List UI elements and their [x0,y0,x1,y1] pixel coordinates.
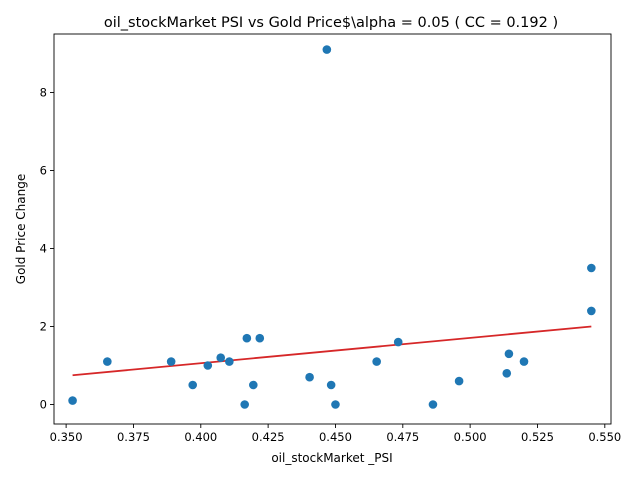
data-point [322,45,332,54]
y-tick-label: 4 [40,242,47,256]
x-tick-label: 0.525 [521,430,554,444]
y-tick-label: 8 [40,86,47,100]
data-point [103,357,112,366]
x-tick-label: 0.475 [386,430,419,444]
data-point [305,372,314,382]
data-point [225,357,234,366]
x-tick-label: 0.425 [252,430,285,444]
x-tick-label: 0.500 [454,430,487,444]
y-tick-label: 6 [40,164,47,178]
points-layer [68,45,596,409]
x-tick-label: 0.550 [588,430,621,444]
data-point [68,396,77,405]
data-point [428,400,438,409]
data-point [240,400,249,409]
regression-line [72,325,592,377]
ticks-layer: 0.350 0.375 0.400 0.425 0.450 0.475 0.500 0.525… [40,86,622,445]
y-tick-label: 0 [40,398,47,412]
data-point [502,369,512,378]
data-point [326,380,336,390]
data-point [393,337,403,347]
data-point [255,333,265,343]
x-tick-label: 0.350 [50,430,83,444]
fit-line-layer [72,325,592,377]
data-point [504,349,514,359]
x-tick-label: 0.375 [117,430,150,444]
y-axis-label: Gold Price Change [14,174,28,284]
x-tick-label: 0.400 [184,430,217,444]
data-point [249,380,258,390]
x-axis-label: oil_stockMarket _PSI [271,451,392,465]
data-point [519,357,529,366]
data-point [372,357,381,366]
data-point [166,357,176,366]
data-point [216,353,226,363]
data-point [188,380,198,390]
data-point [242,333,252,343]
data-point [587,263,596,273]
x-tick-label: 0.450 [319,430,352,444]
data-point [331,400,340,409]
chart-title: oil_stockMarket PSI vs Gold Price$\alpha… [104,15,558,31]
data-point [587,306,596,316]
data-point [454,376,464,386]
y-tick-label: 2 [40,320,47,334]
data-point [203,361,213,370]
plot-frame [53,33,612,425]
